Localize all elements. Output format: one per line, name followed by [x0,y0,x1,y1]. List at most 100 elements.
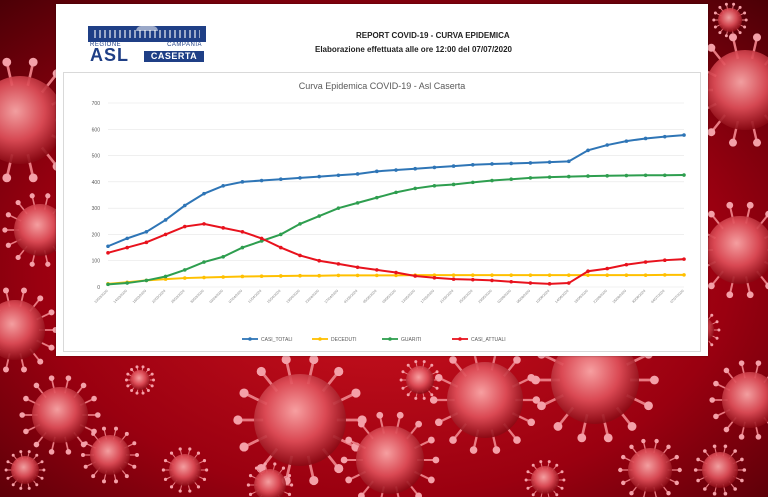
data-point [355,265,360,270]
legend-label: DECEDUTI [331,337,357,343]
data-point [490,162,494,166]
data-point [163,232,168,237]
data-point [624,139,629,143]
x-tick-label: 15/04/2020 [266,289,281,304]
data-point [298,273,302,278]
data-point [106,244,110,249]
data-point [413,274,418,278]
data-point [355,273,360,278]
data-point [163,274,168,279]
data-point [471,273,475,277]
data-point [643,260,648,264]
data-point [451,277,456,281]
data-point [413,186,418,191]
x-tick-label: 07/04/2020 [228,289,243,304]
data-point [259,274,264,279]
data-point [125,236,129,241]
legend-label: CASI_TOTALI [261,337,293,343]
data-point [682,273,686,277]
data-point [183,224,187,229]
data-point [106,282,110,287]
data-point [567,174,571,179]
data-point [317,174,321,179]
data-point [163,218,168,222]
data-point [317,214,321,218]
data-point [624,173,629,178]
data-point [125,281,129,285]
data-point [375,195,379,200]
x-tick-label: 03/04/2020 [209,289,224,304]
data-point [509,273,513,277]
data-point [240,245,245,250]
data-point [202,191,206,196]
data-point [375,169,379,174]
x-tick-label: 10/03/2020 [93,289,108,304]
data-point [375,268,379,272]
data-point [183,268,187,272]
data-point [106,251,110,255]
x-tick-label: 18/06/2020 [573,289,588,304]
data-point [528,176,533,180]
report-panel: REGIONE CAMPANIA ASL CASERTA REPORT COVI… [56,4,708,356]
data-point [279,232,283,237]
legend-marker [388,337,392,341]
data-point [298,176,302,180]
data-point [528,161,533,165]
data-point [432,184,437,188]
data-point [663,173,667,178]
data-point [586,148,590,153]
data-point [279,274,283,278]
x-tick-label: 26/06/2020 [612,289,627,304]
x-tick-label: 02/06/2020 [497,289,512,304]
data-point [586,174,590,178]
data-point [336,206,341,210]
data-point [605,273,609,277]
data-point [643,136,648,141]
data-point [451,164,456,168]
x-tick-label: 21/05/2020 [439,289,454,304]
data-point [567,159,571,164]
data-point [432,276,437,280]
y-tick-label: 0 [97,285,100,291]
data-point [509,161,513,166]
x-tick-label: 25/05/2020 [458,289,473,304]
x-tick-label: 05/05/2020 [362,289,377,304]
data-point [202,275,206,280]
legend-marker [318,337,322,341]
data-point [682,257,686,261]
data-point [643,273,648,277]
data-point [471,162,475,167]
data-point [221,184,225,188]
data-point [259,239,264,243]
data-point [183,203,187,208]
legend-marker [458,337,462,341]
data-point [586,269,590,274]
x-tick-label: 14/06/2020 [554,289,569,304]
data-point [221,275,225,279]
x-tick-label: 11/04/2020 [247,289,262,304]
legend-label: CASI_ATTUALI [471,337,506,343]
data-point [663,273,667,277]
data-point [336,273,341,278]
data-point [298,222,302,226]
data-point [605,266,609,271]
data-point [221,254,225,259]
legend-marker [248,337,252,341]
data-point [125,245,129,250]
data-point [279,177,283,182]
x-tick-label: 22/06/2020 [593,289,608,304]
data-point [509,177,513,182]
data-point [547,160,552,164]
asl-caserta-logo: REGIONE CAMPANIA ASL CASERTA [88,26,206,64]
data-point [528,281,533,285]
x-tick-label: 14/03/2020 [113,289,128,304]
data-point [547,273,552,277]
data-point [643,173,648,178]
x-tick-label: 18/03/2020 [132,289,147,304]
data-point [394,273,398,278]
data-point [355,201,360,205]
data-point [663,258,667,262]
x-tick-label: 10/06/2020 [535,289,550,304]
data-point [394,270,398,275]
data-point [144,230,149,234]
